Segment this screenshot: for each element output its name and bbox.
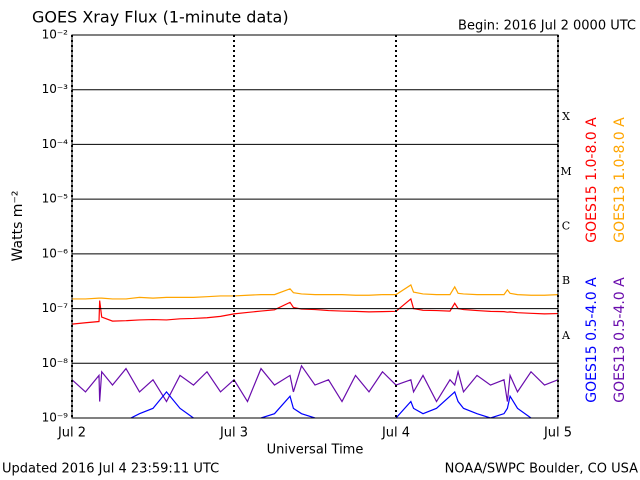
class-label: C (562, 220, 570, 233)
legend-entry: GOES13 0.5-4.0 A (612, 277, 628, 403)
legend-entry: GOES13 1.0-8.0 A (612, 117, 628, 243)
y-tick-label: 10⁻⁸ (42, 356, 69, 370)
x-tick-label: Jul 2 (57, 426, 86, 441)
chart-subtitle: Begin: 2016 Jul 2 0000 UTC (458, 19, 636, 34)
series-line (129, 390, 535, 418)
x-axis-label: Universal Time (267, 443, 364, 458)
y-tick-label: 10⁻⁹ (42, 411, 69, 425)
series-line (72, 297, 558, 325)
class-label: B (562, 274, 570, 287)
y-tick-label: 10⁻³ (42, 82, 69, 96)
plot-area (72, 284, 558, 418)
class-label: X (562, 110, 570, 123)
class-label: A (561, 329, 571, 342)
x-tick-label: Jul 4 (381, 426, 410, 441)
chart-title: GOES Xray Flux (1-minute data) (32, 8, 289, 27)
y-tick-label: 10⁻⁶ (42, 246, 69, 260)
class-label: M (560, 165, 571, 178)
x-tick-label: Jul 3 (219, 426, 248, 441)
y-tick-label: 10⁻⁷ (42, 301, 69, 315)
y-tick-label: 10⁻⁵ (42, 192, 69, 206)
series-line (72, 364, 558, 403)
y-tick-label: 10⁻⁴ (42, 137, 69, 151)
y-tick-label: 10⁻² (42, 28, 69, 42)
legend-entry: GOES15 1.0-8.0 A (584, 117, 600, 243)
legend-entry: GOES15 0.5-4.0 A (584, 277, 600, 403)
y-axis-label: Watts m⁻² (10, 191, 26, 262)
x-tick-label: Jul 5 (543, 426, 572, 441)
series-line (72, 284, 558, 300)
footer-left: Updated 2016 Jul 4 23:59:11 UTC (2, 462, 219, 477)
footer-right: NOAA/SWPC Boulder, CO USA (445, 462, 638, 477)
